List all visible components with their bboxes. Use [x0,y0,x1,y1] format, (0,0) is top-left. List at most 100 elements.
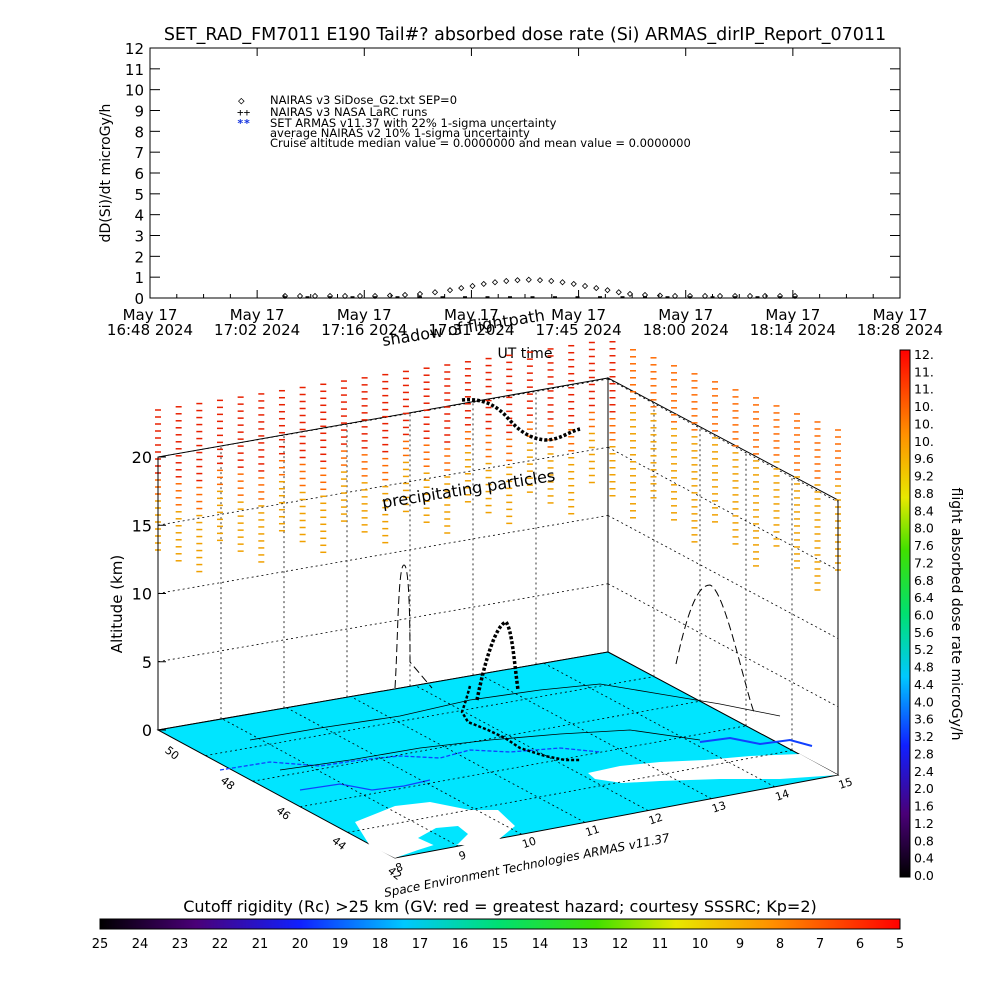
bottom-colorbar-label: Cutoff rigidity (Rc) >25 km (GV: red = g… [183,897,817,916]
right-colorbar-ticks: 12. 11. 11. 10. 10. 10. 9.6 9.2 8.8 8.4 8.0 7.6 7.2 6… [914,347,934,883]
right-colorbar-tick-label: 10. [914,416,934,431]
right-colorbar-tick-label: 0.8 [914,833,934,848]
side-wall-gridline [607,378,839,503]
right-colorbar-tick-label: 4.4 [914,677,934,692]
side-wall-gridline [607,446,839,571]
top-x-tick-label-date: May 17 [658,306,713,324]
nairas-diamond-point [446,287,454,294]
top-x-tick-label-date: May 17 [444,306,499,324]
nairas-diamond-point [746,292,754,300]
right-colorbar-tick-label: 3.6 [914,712,934,727]
legend-label-cruise: Cruise altitude median value = 0.0000000… [270,136,691,150]
right-colorbar-tick-label: 10. [914,399,934,414]
altitude-axis-label: Altitude (km) [108,555,126,653]
wall-projection-left [394,564,433,689]
legend-label-nairas-sidose: NAIRAS v3 SiDose_G2.txt SEP=0 [270,93,457,107]
right-colorbar-label: flight absorbed dose rate microGy/h [948,488,964,741]
top-y-tick-label: 4 [134,207,144,225]
nairas-diamond-point [559,279,566,286]
right-colorbar-tick-label: 3.2 [914,729,934,744]
longitude-tick-label: 8 [394,860,405,875]
top-x-tick-label-date: May 17 [551,306,606,324]
nairas-diamond-point [656,292,664,299]
top-x-tick-label-time: 18:28 2024 [857,321,943,339]
nairas-diamond-point [548,277,555,285]
bottom-colorbar-tick-label: 23 [172,937,189,952]
nairas-diamond-point [431,289,439,296]
nairas-diamond-point [311,292,319,300]
back-wall-gridline [157,446,609,526]
nairas-diamond-point [514,277,521,284]
nairas-diamond-point [615,289,622,296]
top-x-tick-label-time: 17:16 2024 [321,321,407,339]
side-wall-gridline [607,515,839,639]
nairas-diamond-point [356,292,364,300]
top-y-tick-label: 12 [125,40,144,58]
coastline-contour-1 [219,747,601,771]
right-colorbar-tick-label: 12. [914,347,934,362]
nairas-diamond-point [469,282,476,290]
right-colorbar-tick-label: 7.6 [914,538,934,553]
chart-title: SET_RAD_FM7011 E190 Tail#? absorbed dose… [164,25,886,45]
floor-lat-gridline [205,676,655,756]
right-colorbar-tick-label: 8.0 [914,521,934,536]
top-x-tick-label-time: 17:45 2024 [535,321,621,339]
bottom-colorbar-tick-label: 14 [532,937,549,952]
nairas-diamond-point [570,280,577,287]
floor-lat-gridline [300,725,747,808]
top-y-tick-label: 1 [134,269,144,287]
wall-projection-right [675,584,756,716]
top-y-axis-label: dD(Si)/dt microGy/h [98,104,114,243]
nairas-diamond-point [701,292,709,300]
right-colorbar-tick-label: 5.6 [914,625,934,640]
bottom-colorbar-tick-label: 24 [132,937,149,952]
back-wall-gridline [157,583,609,663]
top-x-tick-label-date: May 17 [873,306,928,324]
bottom-colorbar-ticks: 25 24 23 22 21 20 19 18 17 16 15 14 13 12 11 10 9 8 7 6 5 [92,937,904,952]
flight-altitude-profile [475,619,520,701]
nairas-diamond-point [341,292,349,300]
longitude-tick-label: 10 [520,834,537,851]
dose-rate-columns [155,341,841,591]
bottom-colorbar-tick-label: 11 [652,937,669,952]
altitude-tick-label: 5 [142,653,152,672]
legend-symbol-plus: ++ [237,106,251,119]
right-colorbar-tick-label: 2.8 [914,746,934,761]
bottom-colorbar-tick-label: 21 [252,937,269,952]
latitude-tick-label: 48 [218,774,237,793]
bottom-colorbar-tick-label: 19 [332,937,349,952]
nairas-diamond-point [761,292,769,300]
map-3d: shadow of flightpath precipitating parti… [108,305,854,899]
top-plot-series [281,276,799,300]
bottom-colorbar-tick-label: 9 [736,937,744,952]
floor-lon-gridline [414,685,649,811]
top-y-tick-label: 0 [134,290,144,308]
right-colorbar-tick-label: 6.0 [914,608,934,623]
coastline-contour-2 [299,779,431,791]
altitude-tick-label: 20 [132,448,152,467]
top-x-tick-label-time: 17:02 2024 [214,321,300,339]
rigidity-contour-2 [279,729,701,771]
bottom-colorbar-tick-label: 8 [776,937,784,952]
bottom-colorbar-tick-label: 16 [452,937,469,952]
altitude-tick-label: 10 [132,585,152,604]
right-colorbar-tick-label: 1.2 [914,816,934,831]
latitude-tick-label: 50 [162,744,181,763]
right-colorbar-tick-label: 2.4 [914,764,934,779]
right-colorbar [899,349,911,878]
back-wall-gridline [157,515,609,594]
bottom-colorbar-tick-label: 10 [692,937,709,952]
bottom-colorbar-tick-label: 7 [816,937,824,952]
floor-gridlines [205,662,793,847]
nairas-diamond-point [671,292,679,300]
altitude-tick-label: 15 [132,516,152,535]
bottom-colorbar-tick-label: 25 [92,937,109,952]
nairas-diamond-point [536,277,544,284]
right-colorbar-tick-label: 9.6 [914,451,934,466]
longitude-tick-label: 12 [647,811,664,828]
right-colorbar-tick-label: 8.4 [914,503,934,518]
top-y-tick-label: 5 [134,186,144,204]
legend-label-armas: SET ARMAS v11.37 with 22% 1-sigma uncert… [270,116,557,130]
right-colorbar-tick-label: 11. [914,364,934,379]
